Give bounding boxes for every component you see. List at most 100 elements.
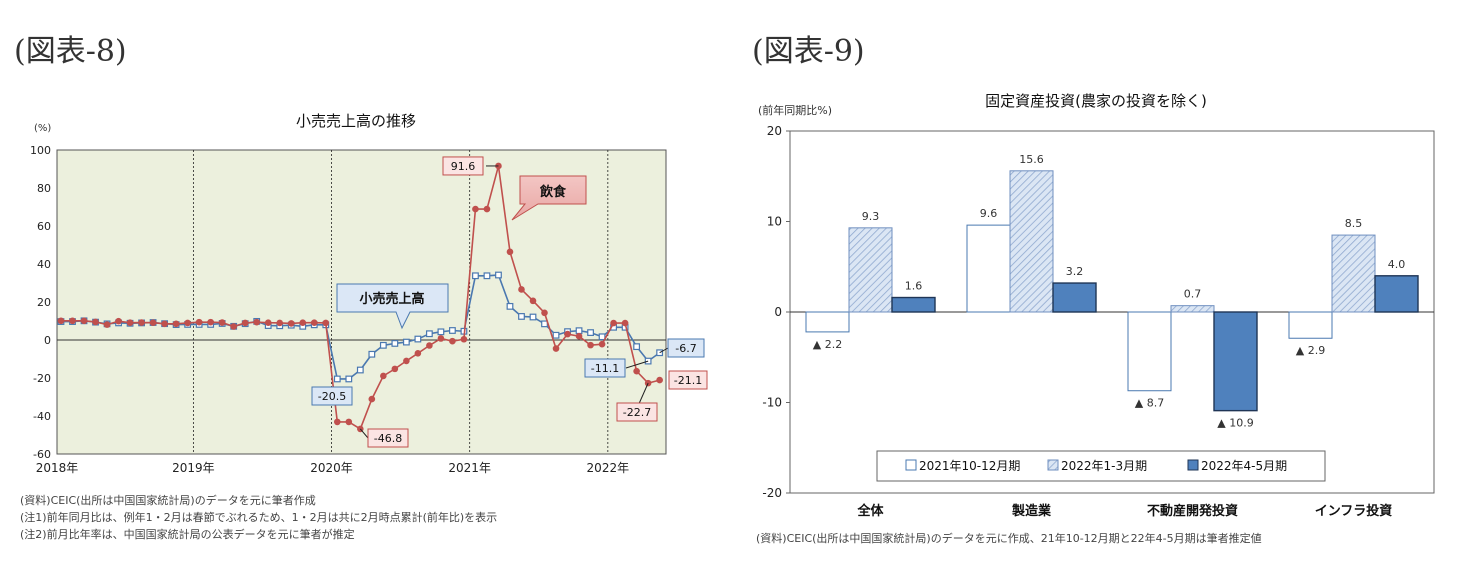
chart8-x-tick: 2021年 <box>448 461 491 475</box>
chart8-point-retail-sales <box>356 366 364 374</box>
chart9-y-tick: 0 <box>774 305 782 319</box>
chart8-point-retail-sales <box>472 272 479 280</box>
chart8-y-tick: -20 <box>33 372 51 385</box>
chart8-callout-leader <box>637 382 649 407</box>
chart8-callout-retail-may: -6.7 <box>675 342 696 355</box>
chart8-point-restaurants <box>333 418 341 426</box>
chart9-y-tick: 10 <box>767 215 782 229</box>
chart9-y-tick: -20 <box>762 486 782 500</box>
figure8-label: (図表-8) <box>14 34 127 69</box>
chart9-bar <box>1213 311 1258 412</box>
chart8-point-restaurants <box>264 319 272 327</box>
chart9-bar-label: 8.5 <box>1345 217 1363 230</box>
chart8-point-restaurants <box>552 345 560 352</box>
figure9-source-note: (資料)CEIC(出所は中国国家統計局)のデータを元に作成、21年10-12月期… <box>756 532 1262 545</box>
chart8-point-retail-sales <box>414 335 422 343</box>
chart8-point-restaurants <box>115 317 122 325</box>
chart8-point-restaurants <box>103 321 111 328</box>
chart9-legend-swatch <box>1047 459 1059 471</box>
chart8-point-restaurants <box>633 367 640 375</box>
chart8-callout-leader <box>359 428 369 439</box>
chart8-point-retail-sales <box>506 302 514 310</box>
chart8-callout-restaurant-may-box <box>668 370 708 390</box>
chart9-bar-label: 3.2 <box>1066 265 1084 278</box>
figure8-note-2: (注2)前月比年率は、中国国家統計局の公表データを元に筆者が推定 <box>20 528 355 541</box>
chart8-point-restaurants <box>241 319 249 327</box>
chart8-y-tick: 20 <box>37 296 51 309</box>
chart8-point-restaurants <box>449 337 456 345</box>
chart8-point-restaurants <box>656 376 663 384</box>
chart9-bar <box>805 311 850 333</box>
chart9-bar-label: 9.6 <box>980 207 998 220</box>
chart9-bar-label: ▲ 8.7 <box>1135 397 1164 410</box>
chart8-callout-peak: 91.6 <box>451 160 476 173</box>
chart9-bar <box>966 224 1011 313</box>
chart8-point-restaurants <box>253 318 261 326</box>
chart8-point-restaurants <box>299 319 307 327</box>
chart9-legend-swatch <box>905 459 917 471</box>
figure9-label: (図表-9) <box>752 34 865 69</box>
chart9-legend <box>876 450 1326 482</box>
chart8-point-restaurants <box>483 205 491 213</box>
chart8-point-restaurants <box>437 335 445 342</box>
chart8-point-retail-sales <box>587 329 594 336</box>
chart8-callout-restaurant-apr-box <box>616 402 658 422</box>
chart8-point-restaurants <box>149 319 157 327</box>
retail-sales-line-chart: 小売売上高の推移 (%) 100 80 60 40 20 0 -20 -40 -60 2018年… <box>30 112 708 475</box>
chart9-y-tick: 20 <box>767 124 782 138</box>
chart8-callout-retail-may-box <box>667 338 705 358</box>
chart8-point-retail-sales <box>541 320 548 328</box>
figure8-source-note: (資料)CEIC(出所は中国国家統計局)のデータを元に筆者作成 <box>20 494 316 507</box>
chart8-y-tick: -40 <box>33 410 51 423</box>
chart9-bar <box>1170 305 1215 313</box>
chart8-callout-restaurant-may: -21.1 <box>674 374 702 387</box>
chart8-x-tick: 2020年 <box>310 461 353 475</box>
chart8-y-tick: 100 <box>30 144 51 157</box>
chart9-category-label: インフラ投資 <box>1315 503 1393 519</box>
chart8-point-restaurants <box>518 286 525 293</box>
chart8-point-restaurants <box>230 323 237 330</box>
chart8-point-restaurants <box>207 318 214 326</box>
chart8-point-restaurants <box>172 320 180 328</box>
chart9-bar <box>1288 311 1333 339</box>
chart8-point-retail-sales <box>495 271 502 279</box>
chart8-point-restaurants <box>138 319 145 326</box>
chart9-legend-swatch <box>1187 459 1199 471</box>
chart8-point-restaurants <box>621 319 629 327</box>
chart9-bar <box>1009 170 1054 313</box>
chart8-point-retail-sales <box>598 333 606 341</box>
chart8-point-restaurants <box>460 335 468 343</box>
chart9-category-label: 全体 <box>856 503 884 519</box>
figure8-note-1: (注1)前年同月比は、例年1・2月は春節でぶれるため、1・2月は共に2月時点累計… <box>20 511 498 524</box>
chart8-point-restaurants <box>195 318 203 326</box>
chart8-point-restaurants <box>587 341 594 349</box>
chart8-title: 小売売上高の推移 <box>296 112 416 130</box>
chart8-y-tick: 40 <box>37 258 51 271</box>
chart8-point-restaurants <box>529 297 537 305</box>
chart8-point-retail-sales <box>449 327 456 334</box>
chart8-point-retail-sales <box>379 341 387 349</box>
chart9-y-unit: (前年同期比%) <box>758 103 832 117</box>
chart9-bar-label: 1.6 <box>905 280 923 293</box>
chart8-point-restaurants <box>414 350 422 357</box>
chart9-bar-label: ▲ 2.2 <box>813 338 842 351</box>
chart8-point-restaurants <box>126 319 134 327</box>
chart8-series-callout-retail: 小売売上高 <box>359 291 424 307</box>
chart8-callout-retail-min-box <box>311 386 353 406</box>
chart9-bar-label: ▲ 2.9 <box>1296 344 1325 357</box>
chart9-legend-label: 2021年10-12月期 <box>919 459 1020 473</box>
chart8-series-callout-retail-box <box>336 283 449 330</box>
chart9-bar-label: 15.6 <box>1019 153 1044 166</box>
chart8-point-restaurants <box>506 248 514 256</box>
chart9-legend-label: 2022年1-3月期 <box>1061 459 1147 473</box>
chart8-y-tick: 80 <box>37 182 51 195</box>
chart8-point-restaurants <box>610 319 617 327</box>
chart9-bar <box>1374 275 1419 313</box>
chart8-point-retail-sales <box>575 327 583 335</box>
chart8-point-restaurants <box>276 319 284 327</box>
chart9-y-tick: -10 <box>762 396 782 410</box>
chart8-point-retail-sales <box>402 338 410 346</box>
chart8-point-restaurants <box>391 365 399 373</box>
chart8-point-restaurants <box>322 319 330 327</box>
chart8-point-retail-sales <box>437 328 445 336</box>
